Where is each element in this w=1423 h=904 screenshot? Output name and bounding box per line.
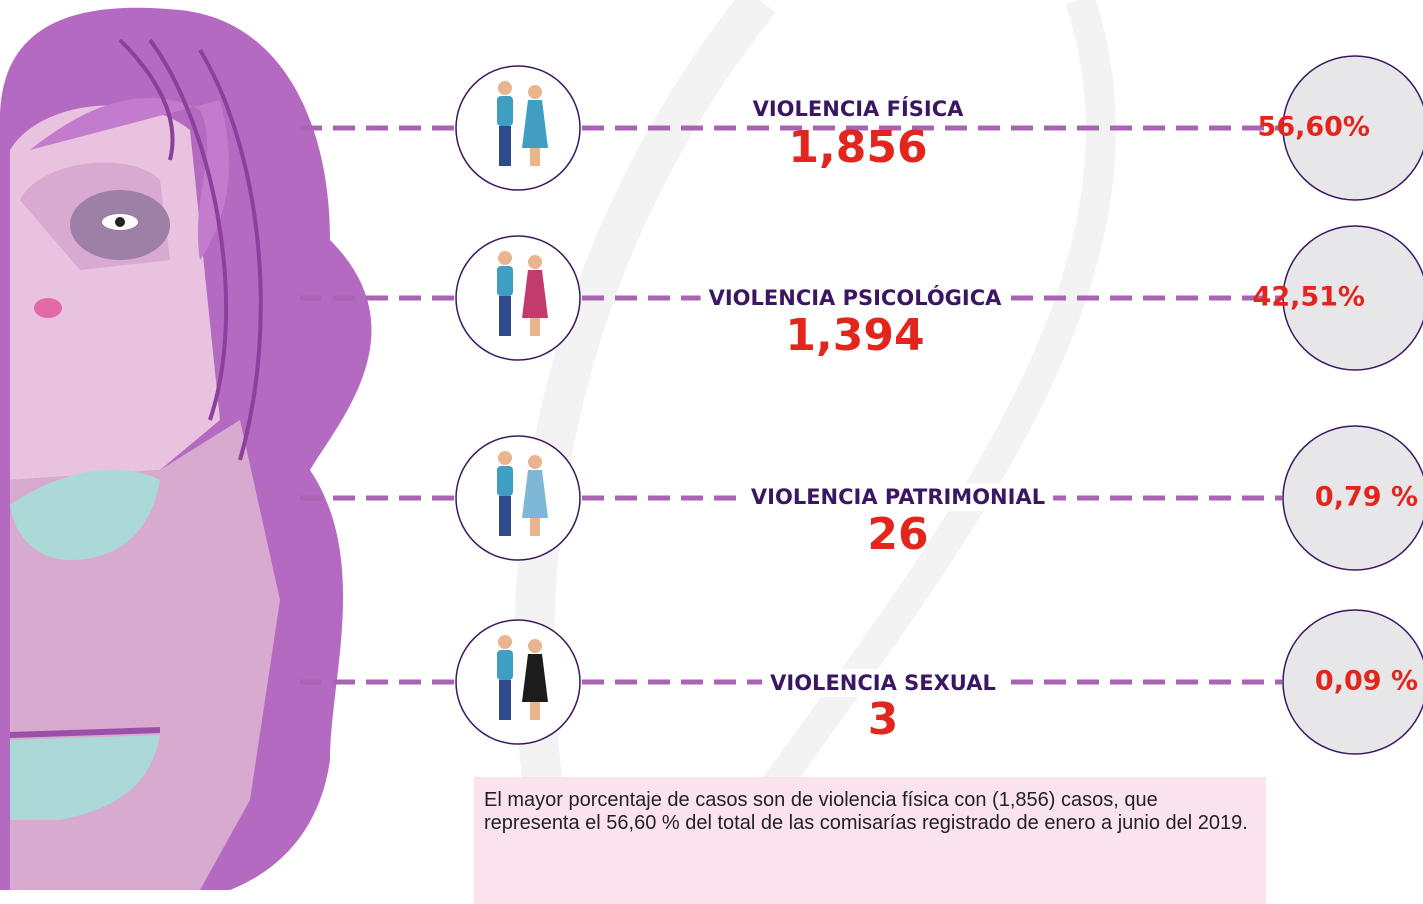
figure-legs	[499, 296, 511, 336]
percent-label: 42,51%	[1253, 282, 1365, 313]
case-count: 26	[867, 509, 928, 560]
figure-dress	[522, 470, 548, 518]
label-background	[744, 94, 973, 123]
case-count: 3	[868, 694, 899, 745]
figure-body	[497, 650, 513, 680]
figure-legs	[499, 126, 511, 166]
percent-circle	[1282, 609, 1423, 755]
percent-circle	[1282, 425, 1423, 571]
figure-head	[498, 81, 512, 95]
percent-label: 56,60%	[1258, 112, 1370, 143]
woman-illustration	[0, 7, 372, 891]
figure-head	[498, 251, 512, 265]
icon-circle	[455, 435, 581, 561]
figure-legs	[530, 702, 540, 720]
figure-dress	[522, 100, 548, 148]
case-count: 1,394	[785, 310, 924, 361]
figure-head	[498, 451, 512, 465]
figure-body	[497, 466, 513, 496]
icon	[497, 251, 548, 336]
figure-legs	[530, 318, 540, 336]
figure-head	[528, 85, 542, 99]
figure-head	[528, 255, 542, 269]
summary-note: El mayor porcentaje de casos son de viol…	[474, 777, 1266, 904]
figure-head	[528, 455, 542, 469]
figure-legs	[530, 148, 540, 166]
category-label: VIOLENCIA PSICOLÓGICA	[709, 285, 1003, 310]
figure-dress	[522, 654, 548, 702]
figure-legs	[499, 496, 511, 536]
category-label: VIOLENCIA PATRIMONIAL	[751, 485, 1045, 509]
percent-circle	[1282, 55, 1423, 201]
figure-head	[528, 639, 542, 653]
figure-head	[498, 635, 512, 649]
label-background	[742, 483, 1054, 511]
label-background	[700, 283, 1011, 312]
figure-dress	[522, 270, 548, 318]
percent-circle	[1282, 225, 1423, 371]
percent-label: 0,09 %	[1315, 666, 1418, 697]
figure-legs	[499, 680, 511, 720]
watermark	[687, 0, 1116, 892]
label-background	[762, 669, 1004, 697]
icon	[497, 81, 548, 166]
icon-circle	[455, 235, 581, 361]
icon-circle	[455, 65, 581, 191]
icon	[497, 635, 548, 720]
icon	[497, 451, 548, 536]
category-label: VIOLENCIA SEXUAL	[770, 671, 996, 695]
category-label: VIOLENCIA FÍSICA	[753, 96, 965, 121]
figure-body	[497, 266, 513, 296]
figure-body	[497, 96, 513, 126]
icon-circle	[455, 619, 581, 745]
percent-label: 0,79 %	[1315, 482, 1418, 513]
case-count: 1,856	[788, 122, 927, 173]
figure-legs	[530, 518, 540, 536]
